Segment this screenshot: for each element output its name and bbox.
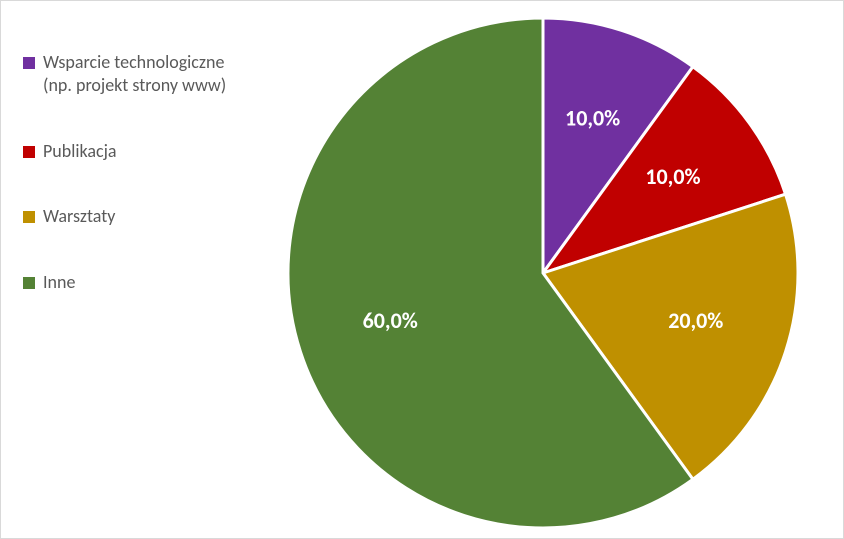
legend: Wsparcie technologiczne (np. projekt str… [23, 51, 243, 336]
legend-label: Publikacja [43, 140, 243, 163]
legend-label: Wsparcie technologiczne (np. projekt str… [43, 51, 243, 98]
pie-chart: 10,0% 10,0% 20,0% 60,0% [253, 11, 833, 531]
legend-label: Warsztaty [43, 205, 243, 228]
legend-item: Wsparcie technologiczne (np. projekt str… [23, 51, 243, 98]
legend-marker-icon [23, 211, 35, 223]
legend-marker-icon [23, 277, 35, 289]
chart-container: Wsparcie technologiczne (np. projekt str… [0, 0, 844, 539]
slice-label: 10,0% [645, 163, 700, 190]
legend-item: Publikacja [23, 140, 243, 163]
slice-label: 20,0% [668, 307, 723, 334]
legend-item: Inne [23, 271, 243, 294]
legend-marker-icon [23, 146, 35, 158]
slice-label: 60,0% [363, 307, 418, 334]
legend-item: Warsztaty [23, 205, 243, 228]
pie-svg: 10,0% 10,0% 20,0% 60,0% [253, 11, 833, 531]
legend-marker-icon [23, 57, 35, 69]
legend-label: Inne [43, 271, 243, 294]
slice-label: 10,0% [565, 105, 620, 132]
